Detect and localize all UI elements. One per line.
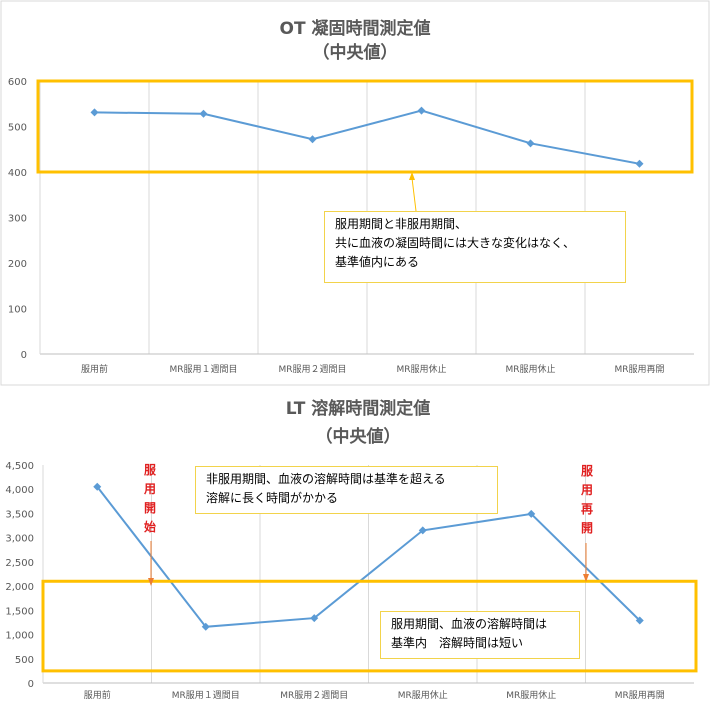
chart2-y-tick-label: 4,500 (5, 461, 34, 472)
chart1-y-tick-label: 100 (8, 305, 27, 316)
chart2-x-tick-label: MR服用２週間目 (280, 690, 348, 701)
chart2-x-tick-label: MR服用休止 (506, 689, 556, 701)
vertical-label-char: 用 (580, 483, 593, 497)
chart2-note-top-line1: 非服用期間、血液の溶解時間は基準を超える (206, 472, 446, 486)
chart1-highlight-range (36, 79, 694, 174)
chart2-note-bottom: 服用期間、血液の溶解時間は 基準内 溶解時間は短い (380, 611, 580, 659)
chart2-y-tick-label: 0 (28, 679, 34, 690)
chart2-y-tick-label: 1,500 (5, 606, 34, 617)
chart1-y-tick-label: 500 (8, 123, 27, 134)
chart2-y-tick-label: 1,000 (5, 631, 34, 642)
vertical-label-char: 服 (143, 463, 156, 477)
chart2-y-tick-label: 4,000 (5, 485, 34, 496)
chart2-data-point (418, 526, 427, 535)
chart2-x-tick-label: 服用前 (84, 689, 111, 701)
chart1-y-tick-label: 300 (8, 214, 27, 225)
resume-dosing-arrowhead (583, 574, 589, 582)
chart1-note-line2: 共に血液の凝固時間には大きな変化はなく、 (335, 236, 576, 250)
vertical-label-char: 開 (143, 501, 156, 515)
chart1-y-tick-label: 0 (21, 350, 27, 361)
chart1-note-arrow (411, 177, 417, 212)
chart1-border (0, 0, 710, 386)
chart2-note-top: 非服用期間、血液の溶解時間は基準を超える 溶解に長く時間がかかる (195, 466, 498, 514)
chart2-note-top-line2: 溶解に長く時間がかかる (206, 491, 339, 505)
chart1-x-tick-label: MR服用休止 (505, 363, 555, 375)
chart2-data-point (93, 482, 102, 491)
chart1-data-point (526, 139, 535, 148)
chart2-y-tick-label: 2,500 (5, 558, 34, 569)
chart1-data-point (308, 135, 317, 144)
start-dosing-label: 服用開始 (142, 461, 158, 537)
chart2-title-line1: LT 溶解時間測定値 (286, 398, 431, 419)
chart2-y-tick-label: 3,500 (5, 509, 34, 520)
chart1-note-arrowhead (409, 172, 415, 180)
chart2-x-tick-label: MR服用１週間目 (172, 690, 240, 701)
chart1-x-tick-label: 服用前 (81, 363, 108, 375)
chart1-series-line (94, 109, 640, 165)
chart2-data-point (527, 509, 536, 518)
chart2-title-line2: （中央値） (316, 426, 401, 447)
chart1-y-tick-label: 400 (8, 168, 27, 179)
chart2-highlight-range (41, 579, 698, 673)
chart2-data-point (310, 614, 319, 623)
vertical-label-char: 用 (143, 482, 156, 496)
chart2-series-line (96, 486, 641, 628)
chart2-y-tick-label: 2,000 (5, 582, 34, 593)
chart2-data-point (201, 622, 210, 631)
resume-dosing-label: 服用再開 (579, 462, 595, 538)
chart1-y-tick-label: 600 (8, 77, 27, 88)
vertical-label-char: 開 (580, 521, 593, 535)
chart1-data-point (417, 106, 426, 115)
chart1-data-point (199, 109, 208, 118)
chart1-x-tick-label: MR服用再開 (614, 364, 664, 375)
chart1-data-point (90, 108, 99, 117)
chart2-data-point (635, 616, 644, 625)
chart2-y-tick-label: 500 (15, 655, 34, 666)
chart1-y-tick-label: 200 (8, 259, 27, 270)
chart2-x-tick-label: MR服用休止 (398, 689, 448, 701)
chart2-note-bottom-line1: 服用期間、血液の溶解時間は (391, 617, 548, 631)
chart1-x-tick-label: MR服用２週間目 (278, 364, 346, 375)
chart2-y-tick-label: 3,000 (5, 534, 34, 545)
chart2-x-tick-label: MR服用再開 (615, 690, 665, 701)
vertical-label-char: 再 (580, 502, 593, 516)
chart1-title-line2: （中央値） (313, 42, 398, 63)
chart1-note-line1: 服用期間と非服用期間、 (335, 217, 468, 231)
start-dosing-arrowhead (148, 578, 154, 586)
chart1-x-tick-label: MR服用休止 (396, 363, 446, 375)
chart1-note-line3: 基準値内にある (335, 255, 420, 269)
vertical-label-char: 服 (580, 464, 593, 478)
chart1-data-point (635, 159, 644, 168)
chart1-title-line1: OT 凝固時間測定値 (280, 18, 431, 39)
chart1-note: 服用期間と非服用期間、 共に血液の凝固時間には大きな変化はなく、 基準値内にある (324, 211, 626, 283)
chart1-x-tick-label: MR服用１週間目 (169, 364, 237, 375)
vertical-label-char: 始 (143, 520, 156, 534)
chart2-note-bottom-line2: 基準内 溶解時間は短い (391, 636, 524, 650)
chart1-plot: 0 100 200 300 400 500 600 服用前 MR服用１週間目 MR服用２週間目 MR… (8, 77, 694, 375)
